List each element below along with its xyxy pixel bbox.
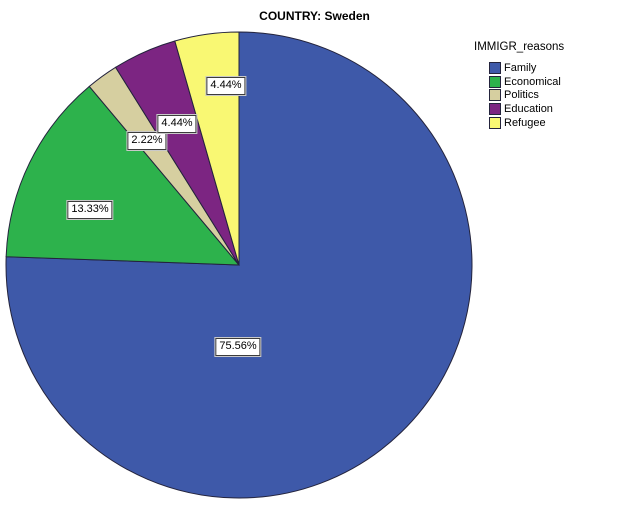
- legend-label: Family: [504, 62, 537, 74]
- legend-item-family: Family: [489, 62, 564, 74]
- education-swatch-icon: [489, 103, 501, 116]
- legend-label: Politics: [504, 89, 539, 102]
- slice-label-refugee: 4.44%: [206, 77, 246, 95]
- chart-title: COUNTRY: Sweden: [259, 9, 370, 23]
- refugee-swatch-icon: [489, 116, 501, 129]
- legend-title: IMMIGR_reasons: [474, 41, 565, 53]
- slice-label-politics: 2.22%: [127, 132, 167, 150]
- legend-item-education: Education: [489, 103, 564, 116]
- slice-label-family: 75.56%: [215, 338, 261, 356]
- legend-item-politics: Politics: [489, 89, 564, 102]
- family-swatch-icon: [489, 62, 501, 74]
- slice-label-education: 4.44%: [157, 115, 197, 133]
- politics-swatch-icon: [489, 89, 501, 102]
- legend-items: Family Economical Politics Education Ref…: [489, 62, 564, 129]
- slice-label-economical: 13.33%: [67, 201, 113, 219]
- legend-item-economical: Economical: [489, 75, 564, 88]
- legend-label: Refugee: [504, 116, 546, 129]
- legend: IMMIGR_reasons Family Economical Politic…: [474, 41, 564, 130]
- legend-label: Education: [504, 103, 553, 116]
- pie-slice-economical: [5, 85, 241, 266]
- legend-label: Economical: [504, 75, 561, 88]
- legend-item-refugee: Refugee: [489, 116, 564, 129]
- economical-swatch-icon: [489, 75, 501, 88]
